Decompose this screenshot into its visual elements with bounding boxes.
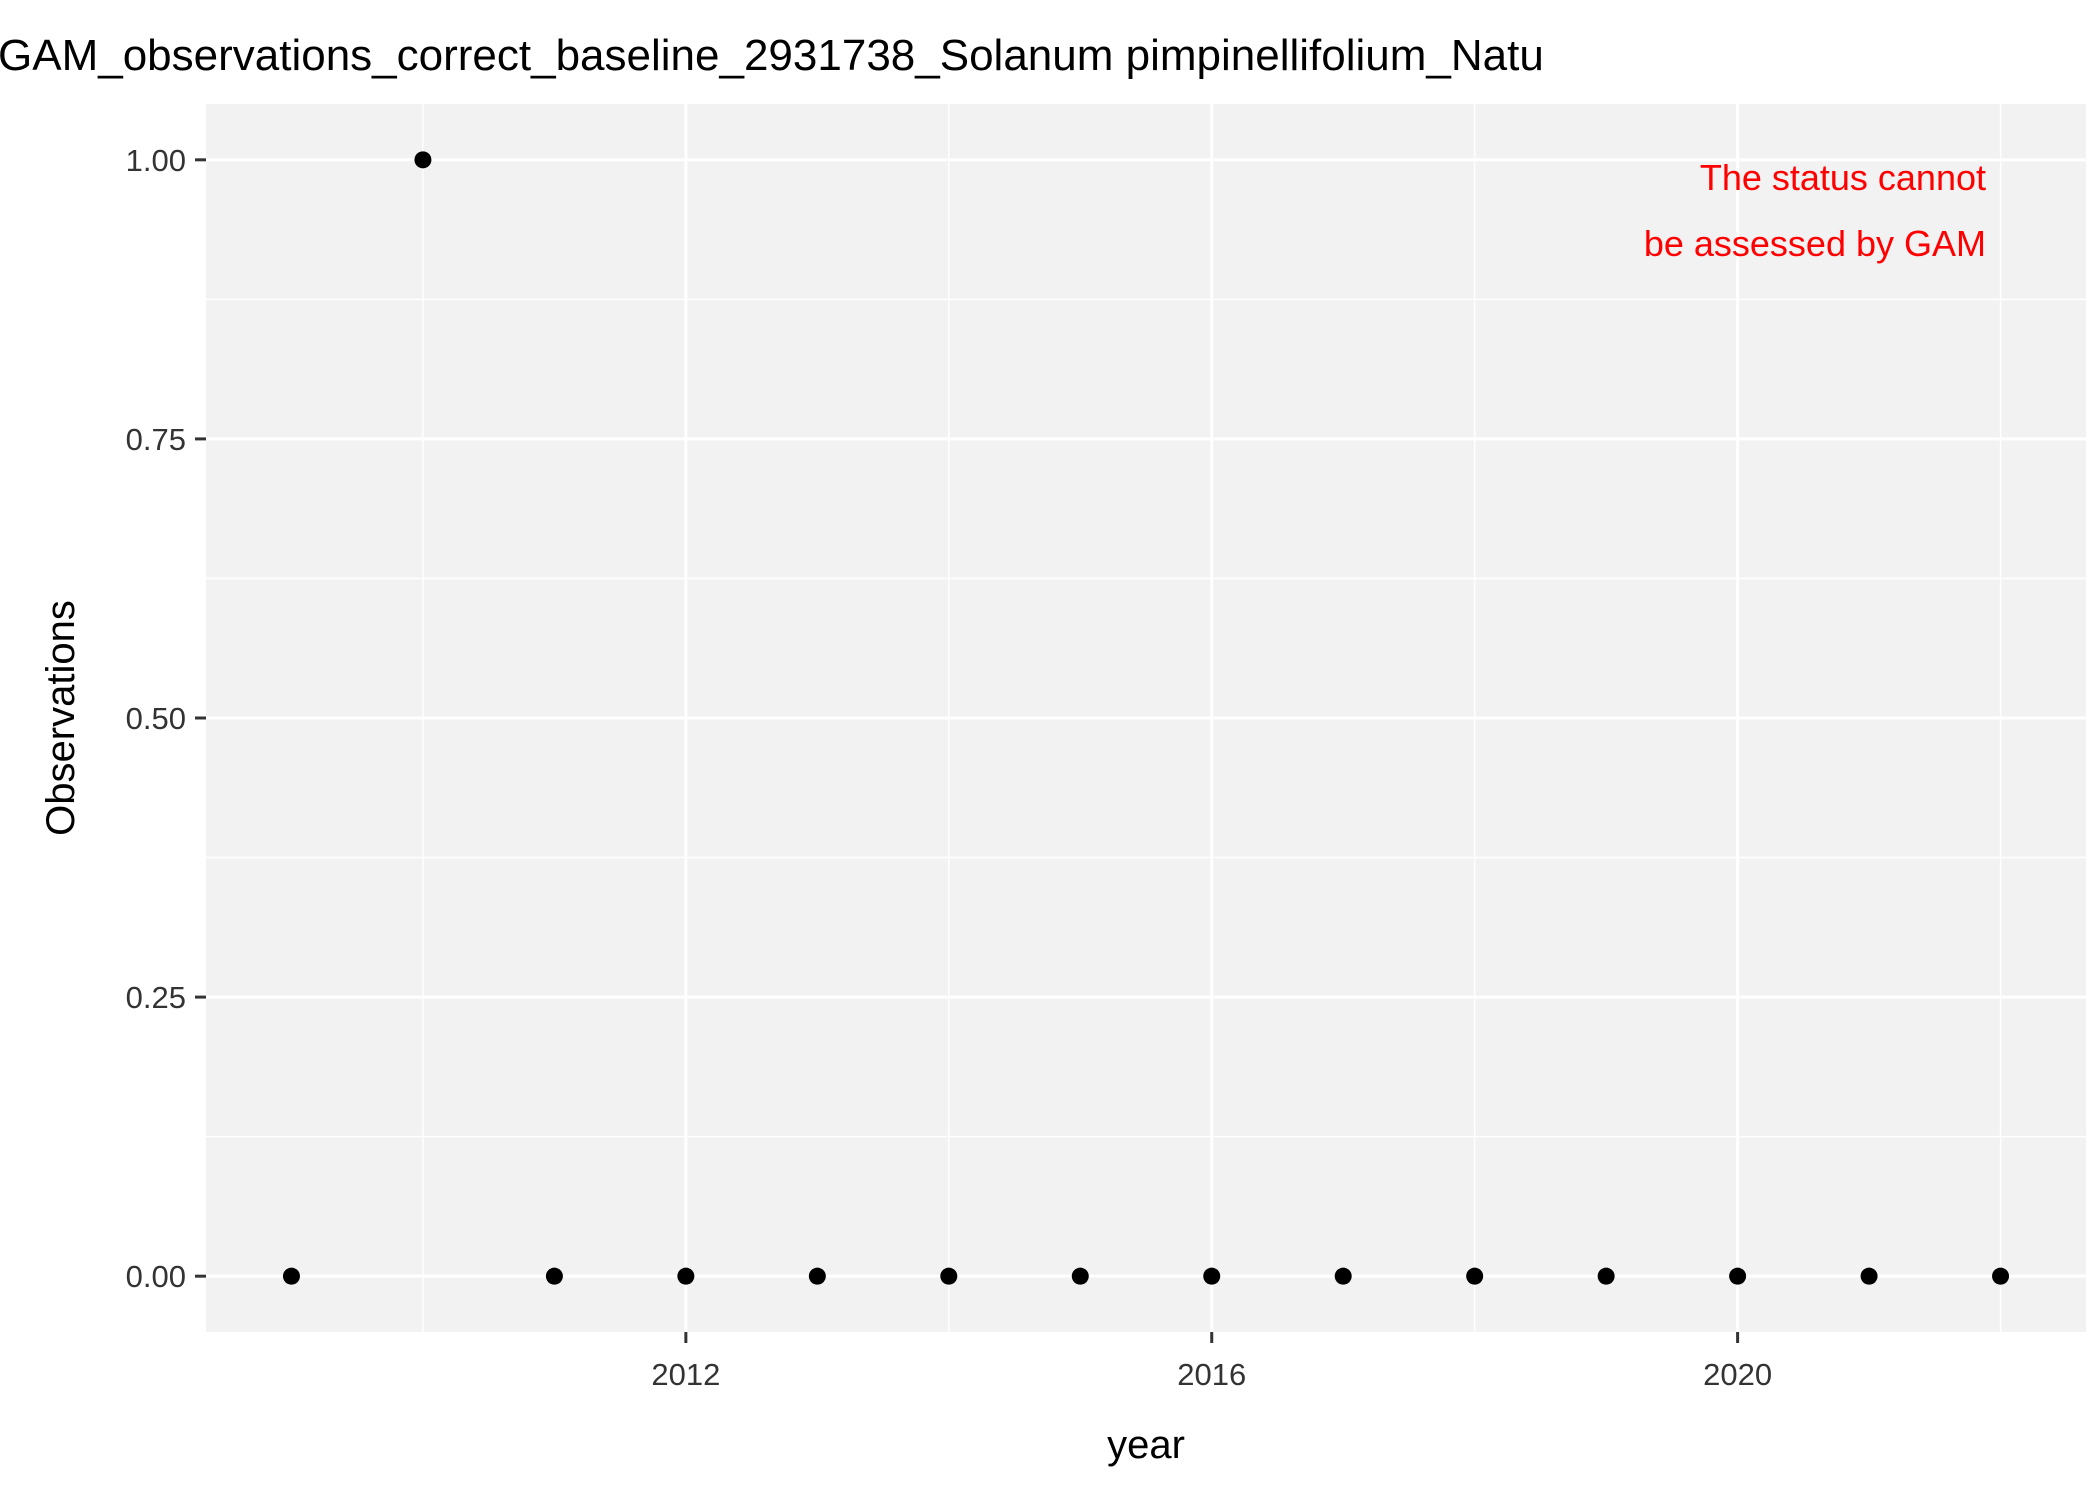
data-point — [1729, 1267, 1747, 1285]
data-point — [414, 151, 432, 169]
data-point — [1597, 1267, 1615, 1285]
x-tick-label: 2012 — [651, 1357, 720, 1392]
data-point — [808, 1267, 826, 1285]
data-point — [1334, 1267, 1352, 1285]
annotation-line: be assessed by GAM — [1644, 223, 1986, 264]
y-tick-label: 0.25 — [126, 980, 186, 1015]
data-point — [940, 1267, 958, 1285]
y-axis: 0.00 0.25 0.50 0.75 1.00 — [126, 143, 206, 1294]
data-point — [1071, 1267, 1089, 1285]
x-axis-title: year — [1107, 1423, 1185, 1467]
data-point — [1860, 1267, 1878, 1285]
data-point — [1466, 1267, 1484, 1285]
x-axis: 2012 2016 2020 — [651, 1332, 1772, 1392]
chart-title: GAM_observations_correct_baseline_293173… — [0, 31, 1544, 80]
data-point — [1992, 1267, 2010, 1285]
x-tick-label: 2016 — [1177, 1357, 1246, 1392]
y-tick-label: 1.00 — [126, 143, 186, 178]
data-points — [282, 151, 2010, 1285]
y-tick-label: 0.00 — [126, 1259, 186, 1294]
y-tick-label: 0.75 — [126, 422, 186, 457]
status-annotation: The status cannot be assessed by GAM — [1644, 157, 1986, 264]
data-point — [1203, 1267, 1221, 1285]
data-point — [282, 1267, 300, 1285]
x-tick-label: 2020 — [1703, 1357, 1772, 1392]
major-gridlines — [206, 104, 2086, 1332]
y-axis-title: Observations — [39, 600, 83, 836]
data-point — [545, 1267, 563, 1285]
data-point — [677, 1267, 695, 1285]
annotation-line: The status cannot — [1700, 157, 1986, 198]
y-tick-label: 0.50 — [126, 701, 186, 736]
